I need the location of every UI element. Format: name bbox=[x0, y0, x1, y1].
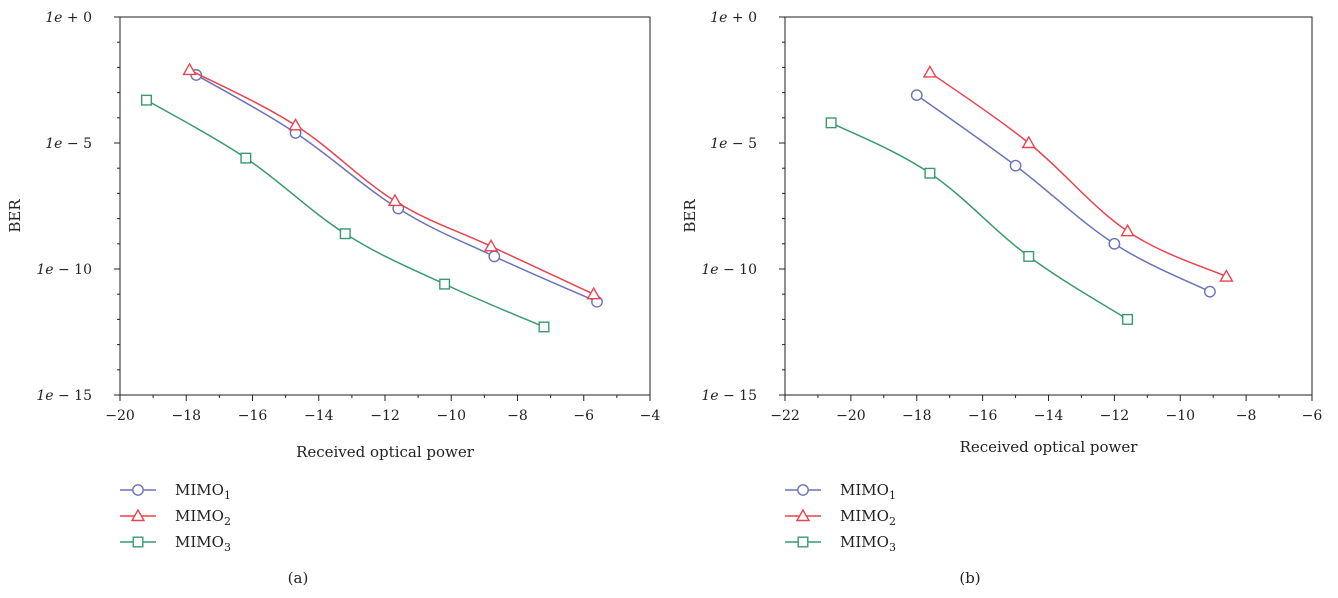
x-tick-label: −14 bbox=[1034, 408, 1064, 424]
panel-label: (b) bbox=[959, 569, 980, 587]
data-point-square bbox=[1023, 250, 1035, 262]
legend-label: MIMO2 bbox=[175, 507, 231, 528]
data-point-triangle bbox=[1219, 269, 1234, 282]
x-tick-label: −10 bbox=[436, 408, 466, 424]
x-tick-label: −8 bbox=[1236, 408, 1257, 424]
x-tick-label: −18 bbox=[902, 408, 932, 424]
data-point-triangle bbox=[586, 286, 601, 300]
chart-panel-2: −22 −20 −18 −16 −14 −12 −10 −8 −6 1e + 0 1e − 5 1e … bbox=[681, 10, 1322, 587]
x-tick-label: −12 bbox=[1100, 408, 1130, 424]
series-mimo1 bbox=[190, 69, 603, 308]
series-mimo2 bbox=[182, 62, 601, 300]
data-point-triangle bbox=[483, 238, 499, 252]
y-tick-label: 1e − 10 bbox=[36, 262, 92, 278]
series-mimo1 bbox=[910, 89, 1216, 298]
legend-label: MIMO2 bbox=[840, 507, 896, 528]
x-axis-label: Received optical power bbox=[960, 438, 1139, 456]
series-mimo3 bbox=[825, 117, 1134, 325]
y-tick-label: 1e − 5 bbox=[710, 136, 757, 152]
y-tick-label: 1e − 15 bbox=[36, 388, 92, 404]
data-point-triangle bbox=[387, 193, 403, 207]
legend-marker-triangle bbox=[130, 508, 146, 522]
legend: MIMO1 MIMO2 MIMO3 bbox=[785, 481, 896, 554]
plot-frame bbox=[784, 16, 1313, 396]
y-tick-label: 1e − 10 bbox=[701, 262, 757, 278]
y-tick-label: 1e − 15 bbox=[701, 388, 757, 404]
x-tick-label: −22 bbox=[770, 408, 800, 424]
data-point-circle bbox=[1108, 237, 1121, 250]
data-point-square bbox=[924, 167, 936, 179]
legend-marker-circle bbox=[132, 484, 144, 496]
y-tick-label: 1e − 5 bbox=[45, 136, 92, 152]
data-point-triangle bbox=[182, 62, 197, 76]
data-point-circle bbox=[488, 250, 501, 263]
legend-marker-triangle bbox=[795, 508, 811, 522]
x-tick-label: −8 bbox=[507, 408, 528, 424]
data-point-triangle bbox=[288, 117, 303, 131]
x-tick-label: −14 bbox=[304, 408, 334, 424]
legend-label: MIMO3 bbox=[840, 533, 896, 554]
data-point-square bbox=[439, 278, 451, 290]
y-axis-label: BER bbox=[6, 199, 24, 233]
y-axis-label: BER bbox=[681, 199, 699, 233]
x-axis-label: Received optical power bbox=[296, 443, 475, 461]
x-tick-label: −10 bbox=[1165, 408, 1195, 424]
legend-marker-square bbox=[132, 536, 144, 548]
series-mimo3 bbox=[140, 94, 550, 333]
legend-marker-circle bbox=[797, 484, 809, 496]
series-line bbox=[916, 94, 1211, 293]
legend: MIMO1 MIMO2 MIMO3 bbox=[120, 481, 231, 554]
data-point-circle bbox=[1203, 285, 1216, 298]
data-point-triangle bbox=[922, 65, 938, 78]
data-point-triangle bbox=[1021, 135, 1036, 149]
data-point-square bbox=[538, 321, 550, 333]
x-tick-label: −4 bbox=[640, 408, 661, 424]
x-tick-label: −20 bbox=[836, 408, 866, 424]
series-line bbox=[929, 71, 1227, 278]
legend-label: MIMO3 bbox=[175, 533, 231, 554]
x-tick-label: −6 bbox=[573, 408, 594, 424]
x-tick-label: −16 bbox=[238, 408, 268, 424]
y-tick-label: 1e + 0 bbox=[710, 10, 757, 26]
data-point-square bbox=[240, 152, 252, 164]
data-point-square bbox=[339, 228, 351, 240]
x-tick-label: −6 bbox=[1302, 408, 1323, 424]
x-tick-label: −12 bbox=[370, 408, 400, 424]
data-point-circle bbox=[1009, 159, 1022, 172]
x-tick-label: −20 bbox=[105, 408, 135, 424]
chart-panel-1: −20 −18 −16 −14 −12 −10 −8 −6 −4 1e + 0 1e − 5 1e −… bbox=[6, 10, 660, 587]
data-point-square bbox=[1122, 313, 1134, 325]
panel-label: (a) bbox=[288, 569, 309, 587]
series-line bbox=[146, 99, 545, 328]
series-line bbox=[189, 69, 595, 295]
data-point-square bbox=[825, 117, 837, 129]
series-mimo2 bbox=[922, 65, 1234, 282]
series-line bbox=[830, 122, 1128, 321]
data-point-square bbox=[140, 94, 152, 106]
data-point-circle bbox=[910, 89, 923, 102]
x-tick-label: −18 bbox=[171, 408, 201, 424]
y-tick-label: 1e + 0 bbox=[45, 10, 92, 26]
legend-label: MIMO1 bbox=[840, 481, 896, 502]
x-tick-label: −16 bbox=[968, 408, 998, 424]
legend-marker-square bbox=[797, 536, 809, 548]
data-point-triangle bbox=[1120, 223, 1135, 237]
legend-label: MIMO1 bbox=[175, 481, 231, 502]
